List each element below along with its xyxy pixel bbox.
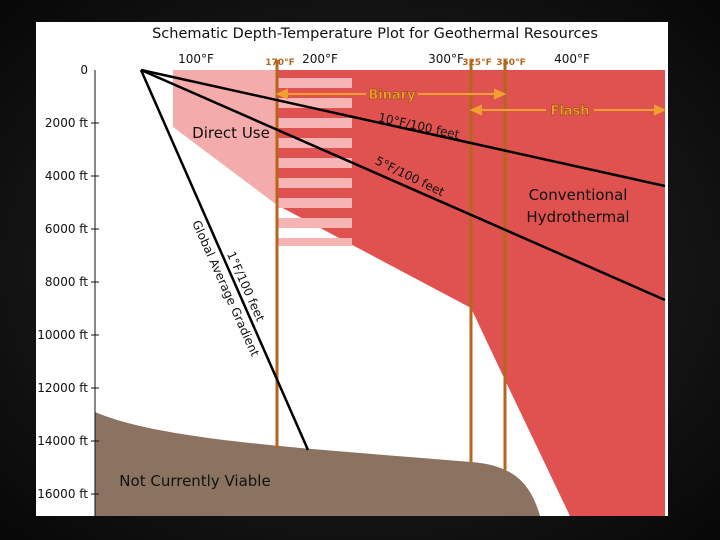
arrowhead xyxy=(654,104,667,116)
stripe xyxy=(277,218,352,228)
depth-label: 12000 ft xyxy=(37,381,88,395)
stripe xyxy=(277,158,352,168)
label-bg xyxy=(366,86,418,102)
not-viable-label: Not Currently Viable xyxy=(119,472,270,490)
stripe xyxy=(277,98,352,108)
depth-label: 16000 ft xyxy=(37,487,88,501)
depth-label: 10000 ft xyxy=(37,328,88,342)
gradient-line xyxy=(140,68,666,302)
arrowhead xyxy=(275,88,288,100)
gradient-line xyxy=(139,69,310,451)
stripe xyxy=(277,178,352,188)
gradient-line xyxy=(140,68,666,188)
title: Schematic Depth-Temperature Plot for Geo… xyxy=(152,26,598,42)
stripe xyxy=(277,198,352,208)
flash-label: Flash xyxy=(550,104,589,119)
depth-label: 8000 ft xyxy=(45,275,88,289)
conventional-label: Hydrothermal xyxy=(526,208,629,226)
temperature-label: 200°F xyxy=(302,52,338,66)
depth-label: 14000 ft xyxy=(37,434,88,448)
arrowhead xyxy=(469,104,482,116)
threshold-label: 170°F xyxy=(265,58,294,68)
direct-use-label: Direct Use xyxy=(192,124,270,142)
temperature-label: 100°F xyxy=(178,52,214,66)
depth-label: 0 xyxy=(80,63,88,77)
stripe xyxy=(277,138,352,148)
binary-label: Binary xyxy=(368,88,416,103)
stripe xyxy=(277,118,352,128)
temperature-label: 300°F xyxy=(428,52,464,66)
label-bg xyxy=(546,102,594,118)
depth-label: 4000 ft xyxy=(45,169,88,183)
threshold-lines xyxy=(275,60,507,470)
stripe xyxy=(277,78,352,88)
not-viable-region xyxy=(95,412,540,516)
stripe xyxy=(277,238,352,246)
temperature-labels: 100°F 200°F 300°F 400°F xyxy=(178,52,590,66)
conventional-label: Conventional xyxy=(529,186,628,204)
gradient-lines xyxy=(139,68,666,451)
depth-label: 6000 ft xyxy=(45,222,88,236)
threshold-label: 325°F xyxy=(462,58,491,68)
depth-labels: 0 2000 ft 4000 ft 6000 ft 8000 ft 10000 ft 120… xyxy=(37,63,99,501)
threshold-label: 350°F xyxy=(496,58,525,68)
arrowhead xyxy=(494,88,507,100)
temperature-label: 400°F xyxy=(554,52,590,66)
direct-use-region xyxy=(173,70,277,205)
stripes xyxy=(277,78,352,246)
depth-label: 2000 ft xyxy=(45,116,88,130)
